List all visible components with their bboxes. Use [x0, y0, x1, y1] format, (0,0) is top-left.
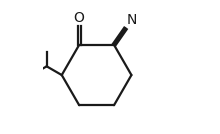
Text: O: O: [74, 11, 85, 25]
Text: N: N: [127, 13, 137, 27]
